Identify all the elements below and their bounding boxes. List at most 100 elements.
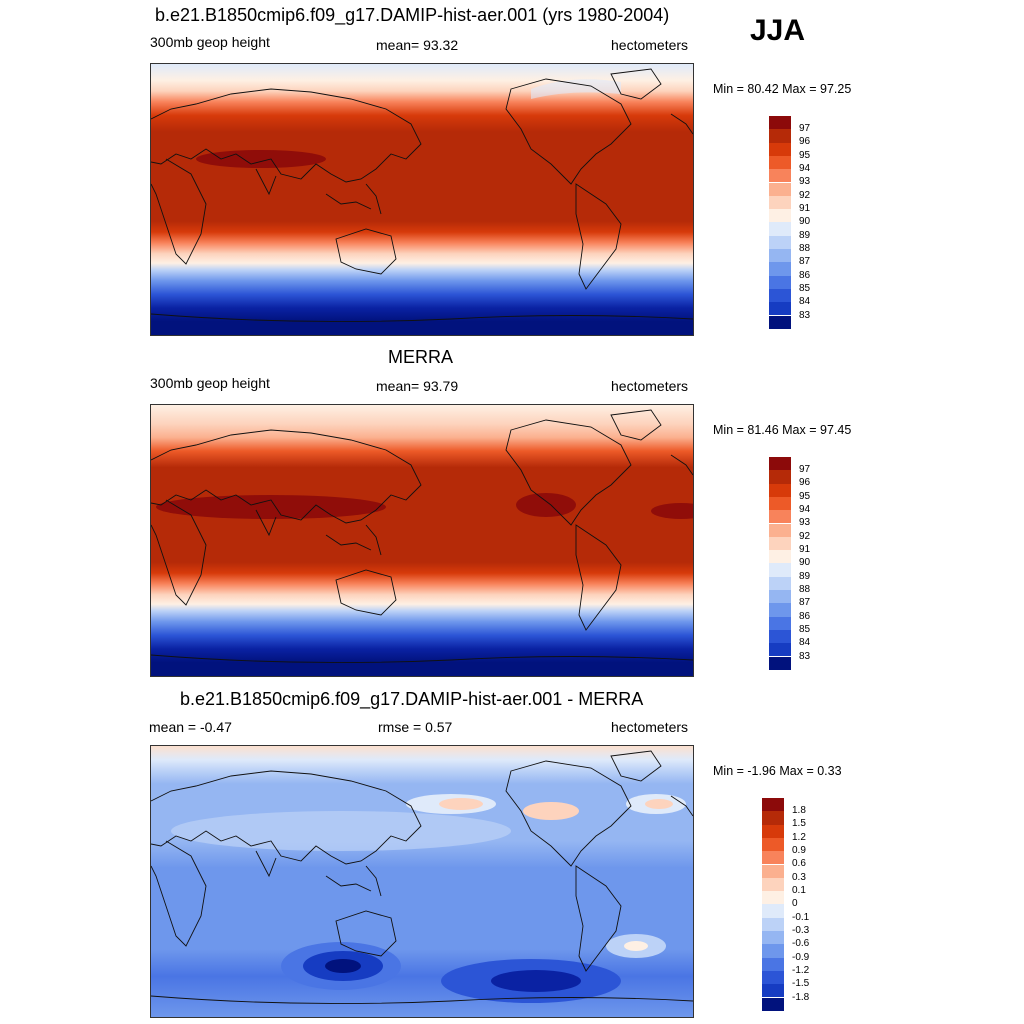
colorbar-tick: 89 xyxy=(799,230,811,241)
colorbar-cell xyxy=(762,891,784,905)
colorbar-cell xyxy=(769,536,791,551)
colorbar-cell xyxy=(769,523,791,537)
colorbar-cell xyxy=(762,798,784,812)
colorbar-cell xyxy=(762,957,784,971)
colorbar-tick: 83 xyxy=(799,310,811,321)
map-merra xyxy=(150,404,694,677)
panel-title: b.e21.B1850cmip6.f09_g17.DAMIP-hist-aer.… xyxy=(155,5,670,25)
panel-title: b.e21.B1850cmip6.f09_g17.DAMIP-hist-aer.… xyxy=(180,689,644,709)
colorbar-cell xyxy=(762,877,784,892)
colorbar-tick: 91 xyxy=(799,544,811,555)
colorbar-cell xyxy=(762,851,784,865)
colorbar-cell xyxy=(769,116,791,130)
colorbar-cell xyxy=(769,288,791,303)
colorbar-tick: 84 xyxy=(799,637,811,648)
colorbar-cell xyxy=(769,249,791,263)
colorbar-cell xyxy=(769,510,791,524)
colorbar-cell xyxy=(769,182,791,196)
colorbar-tick: -1.5 xyxy=(792,978,810,989)
colorbar-tick: 93 xyxy=(799,176,811,187)
colorbar-tick: 86 xyxy=(799,270,811,281)
colorbar-tick: 92 xyxy=(799,531,811,542)
colorbar-tick: 90 xyxy=(799,216,811,227)
map-difference xyxy=(150,745,694,1018)
colorbar-tick: 89 xyxy=(799,571,811,582)
colorbar-tick: 93 xyxy=(799,517,811,528)
panel-title: MERRA xyxy=(388,347,454,367)
colorbar-cell xyxy=(769,470,791,484)
colorbar-cell xyxy=(769,656,791,670)
colorbar-cell xyxy=(769,262,791,276)
colorbar-tick: 0.1 xyxy=(792,885,806,896)
colorbar-cell xyxy=(762,837,784,852)
units-label: hectometers xyxy=(611,37,689,53)
colorbar-tick: 95 xyxy=(799,150,811,161)
colorbar-cell xyxy=(769,603,791,617)
colorbar-tick: 95 xyxy=(799,491,811,502)
colorbar-tick: 90 xyxy=(799,557,811,568)
minmax-label: Min = 80.42 Max = 97.25 xyxy=(713,82,852,96)
colorbar-tick: -0.1 xyxy=(792,912,810,923)
rmse-label: rmse = 0.57 xyxy=(378,719,453,735)
colorbar-tick: 96 xyxy=(799,477,811,488)
colorbar-tick: -1.2 xyxy=(792,965,810,976)
units-label: hectometers xyxy=(611,378,689,394)
colorbar-cell xyxy=(769,222,791,236)
colorbar-tick: 85 xyxy=(799,624,811,635)
colorbar-tick: 0 xyxy=(792,898,798,909)
colorbar-tick: 0.3 xyxy=(792,872,806,883)
colorbar-cell xyxy=(769,496,791,511)
colorbar-cell xyxy=(769,155,791,170)
colorbar-cell xyxy=(769,169,791,183)
colorbar-cell xyxy=(769,483,791,497)
colorbar-tick: 97 xyxy=(799,123,811,134)
colorbar-cell xyxy=(762,997,784,1011)
map-model xyxy=(150,63,694,336)
colorbar-cell xyxy=(769,457,791,471)
colorbar-tick: 91 xyxy=(799,203,811,214)
colorbar-cell xyxy=(769,576,791,590)
colorbar-cell xyxy=(762,824,784,838)
colorbar-cell xyxy=(762,864,784,878)
colorbar-tick: -1.8 xyxy=(792,992,810,1003)
colorbar-cell xyxy=(769,550,791,564)
colorbar-cell xyxy=(762,917,784,931)
colorbar-tick: 87 xyxy=(799,597,811,608)
units-label: hectometers xyxy=(611,719,689,735)
colorbar-cell xyxy=(769,195,791,210)
mean-label: mean= 93.79 xyxy=(376,378,459,394)
colorbar-tick: 87 xyxy=(799,256,811,267)
colorbar-tick: 96 xyxy=(799,136,811,147)
colorbar-cell xyxy=(769,563,791,577)
colorbar-tick: 1.2 xyxy=(792,832,806,843)
colorbar-tick: 88 xyxy=(799,584,811,595)
season-label: JJA xyxy=(750,14,806,47)
colorbar-cell xyxy=(762,931,784,945)
colorbar-cell xyxy=(769,209,791,223)
colorbar-cell xyxy=(769,235,791,249)
colorbar-cell xyxy=(769,142,791,156)
colorbar-cell xyxy=(762,904,784,918)
colorbar-tick: 83 xyxy=(799,651,811,662)
colorbar-tick: 92 xyxy=(799,190,811,201)
colorbar-cell xyxy=(762,811,784,825)
colorbar-cell xyxy=(769,629,791,644)
colorbar-cell xyxy=(769,129,791,143)
colorbar-cell xyxy=(769,275,791,289)
colorbar-cell xyxy=(769,616,791,630)
colorbar-tick: 97 xyxy=(799,464,811,475)
colorbar-cell xyxy=(762,984,784,998)
colorbar-tick: 84 xyxy=(799,296,811,307)
colorbar-tick: 88 xyxy=(799,243,811,254)
colorbar-tick: 1.5 xyxy=(792,818,806,829)
colorbar-tick: 94 xyxy=(799,504,811,515)
colorbar-tick: 94 xyxy=(799,163,811,174)
colorbar-tick: -0.3 xyxy=(792,925,810,936)
minmax-label: Min = -1.96 Max = 0.33 xyxy=(713,764,842,778)
mean-label: mean = -0.47 xyxy=(149,719,232,735)
colorbar-cell xyxy=(769,302,791,316)
minmax-label: Min = 81.46 Max = 97.45 xyxy=(713,423,852,437)
colorbar-tick: -0.9 xyxy=(792,952,810,963)
colorbar-cell xyxy=(769,643,791,657)
variable-label: 300mb geop height xyxy=(150,375,270,391)
